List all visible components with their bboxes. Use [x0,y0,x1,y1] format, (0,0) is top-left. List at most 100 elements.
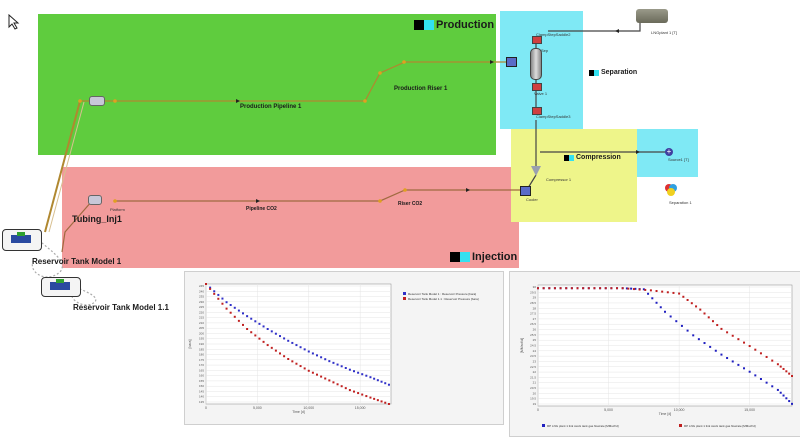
x-tick-label: 10,000 [303,406,314,410]
data-point [666,291,669,294]
data-point [776,388,779,391]
data-point [258,337,261,340]
data-point [357,392,360,395]
compressor-icon[interactable] [531,166,541,176]
data-point [627,287,630,290]
reservoir-2-icon[interactable] [41,277,81,297]
data-point [332,361,335,364]
y-axis-label: [bara] [188,339,192,348]
heat-exchanger-icon[interactable] [506,57,517,67]
y-tick-label: 21 [533,381,537,385]
data-point [647,292,650,295]
data-point [782,394,785,397]
data-point [274,349,277,352]
data-point [340,365,343,368]
data-point [369,396,372,399]
data-point [246,328,249,330]
data-point [651,297,654,300]
compressor-label: Compressor 1 [546,177,572,182]
data-point [213,290,216,293]
data-point [270,346,273,349]
data-point [748,370,751,373]
data-point [266,328,269,330]
cooler-icon[interactable] [520,186,531,196]
legend-entry: RP LNG plant 1 link stock tank gas flowr… [684,424,756,428]
valve-top-label: ClampStepSaddle2 [536,32,571,37]
valve-injection-icon[interactable] [88,195,102,205]
data-point [270,330,273,333]
data-point [788,372,791,375]
y-axis-label: [MMscf/d] [520,338,524,353]
data-point [771,359,774,362]
data-point [726,331,729,334]
data-point [788,400,791,403]
data-point [365,374,368,377]
riser-co2-label: Riser CO2 [398,201,423,207]
y-tick-label: 19 [533,402,537,406]
y-tick-label: 20 [533,391,537,395]
data-point [791,375,793,378]
data-point [754,348,757,351]
valve-low-label: ClampStepSaddle3 [536,114,571,119]
injection-icon-cyan [460,252,470,262]
data-point [737,363,740,366]
y-tick-label: 24.5 [530,344,536,348]
y-tick-label: 185 [199,347,204,351]
data-point [237,319,240,322]
x-tick-label: 15,000 [744,408,755,412]
y-tick-label: 25.5 [530,333,536,337]
y-tick-label: 150 [199,384,204,388]
data-point [782,367,785,370]
legend-marker [403,292,406,295]
data-point [340,385,343,388]
y-tick-label: 165 [199,368,204,372]
data-point [604,287,607,290]
separation-label: Separation [601,69,638,76]
data-point [711,320,714,323]
data-point [537,287,539,290]
compression-icon-cyan [569,155,574,161]
separation-unit-icon[interactable] [663,182,679,198]
data-point [695,305,698,308]
separator-vessel-icon[interactable] [530,48,542,80]
legend-entry: Reservoir Tank Model 1.1 : Reservoir Pre… [408,297,479,301]
y-tick-label: 245 [199,284,204,288]
data-point [225,307,228,310]
data-point [634,287,637,290]
valve-mid-icon[interactable] [532,83,542,91]
gas-flowrate-chart[interactable]: 30 29.5 29 28.5 28 27.5 27 26.5 26 25.5 25 24.5 24 23… [509,271,800,437]
data-point [336,383,339,386]
compression-label: Compression [576,154,621,161]
data-point [344,387,347,390]
reservoir-1-icon[interactable] [2,229,42,251]
data-point [307,369,310,372]
separation-unit-label: Separation 1 [669,200,692,205]
data-point [644,288,647,291]
data-point [250,317,253,320]
y-tick-label: 175 [199,358,204,362]
valve-top-icon[interactable] [532,36,542,44]
data-point [316,373,318,376]
lng-plant-icon[interactable] [636,9,668,23]
reservoir-pressure-chart[interactable]: 245 240 235 230 225 220 215 210 205 200 195 190 185 1… [184,271,504,425]
valve-low-icon[interactable] [532,107,542,115]
data-point [384,401,387,404]
y-tick-label: 220 [199,310,204,314]
data-point [320,375,323,378]
valve-production-icon[interactable] [89,96,105,106]
data-point [250,331,253,334]
data-point [680,324,683,327]
y-tick-label: 135 [199,400,204,404]
data-point [242,323,244,326]
data-point [672,291,675,294]
source-plus-icon[interactable]: + [665,147,673,156]
data-point [565,287,568,290]
data-point [283,337,286,340]
production-zone[interactable] [38,14,496,155]
pipeline-co2-label: Pipeline CO2 [246,206,277,212]
data-point [221,297,224,300]
y-tick-label: 235 [199,295,204,299]
data-point [242,312,244,315]
data-point [655,301,658,304]
injection-zone[interactable] [62,167,519,268]
